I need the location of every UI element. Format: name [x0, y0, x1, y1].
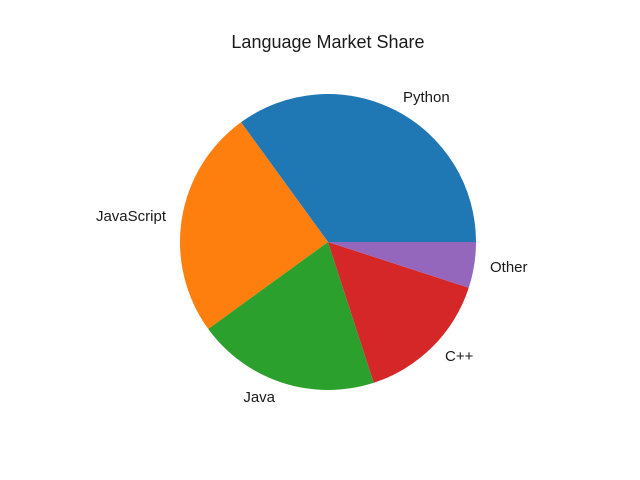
- svg-text:Other: Other: [490, 259, 528, 276]
- svg-text:Java: Java: [243, 389, 275, 406]
- svg-text:JavaScript: JavaScript: [96, 208, 167, 225]
- svg-text:C++: C++: [445, 348, 474, 365]
- svg-text:Python: Python: [403, 89, 450, 106]
